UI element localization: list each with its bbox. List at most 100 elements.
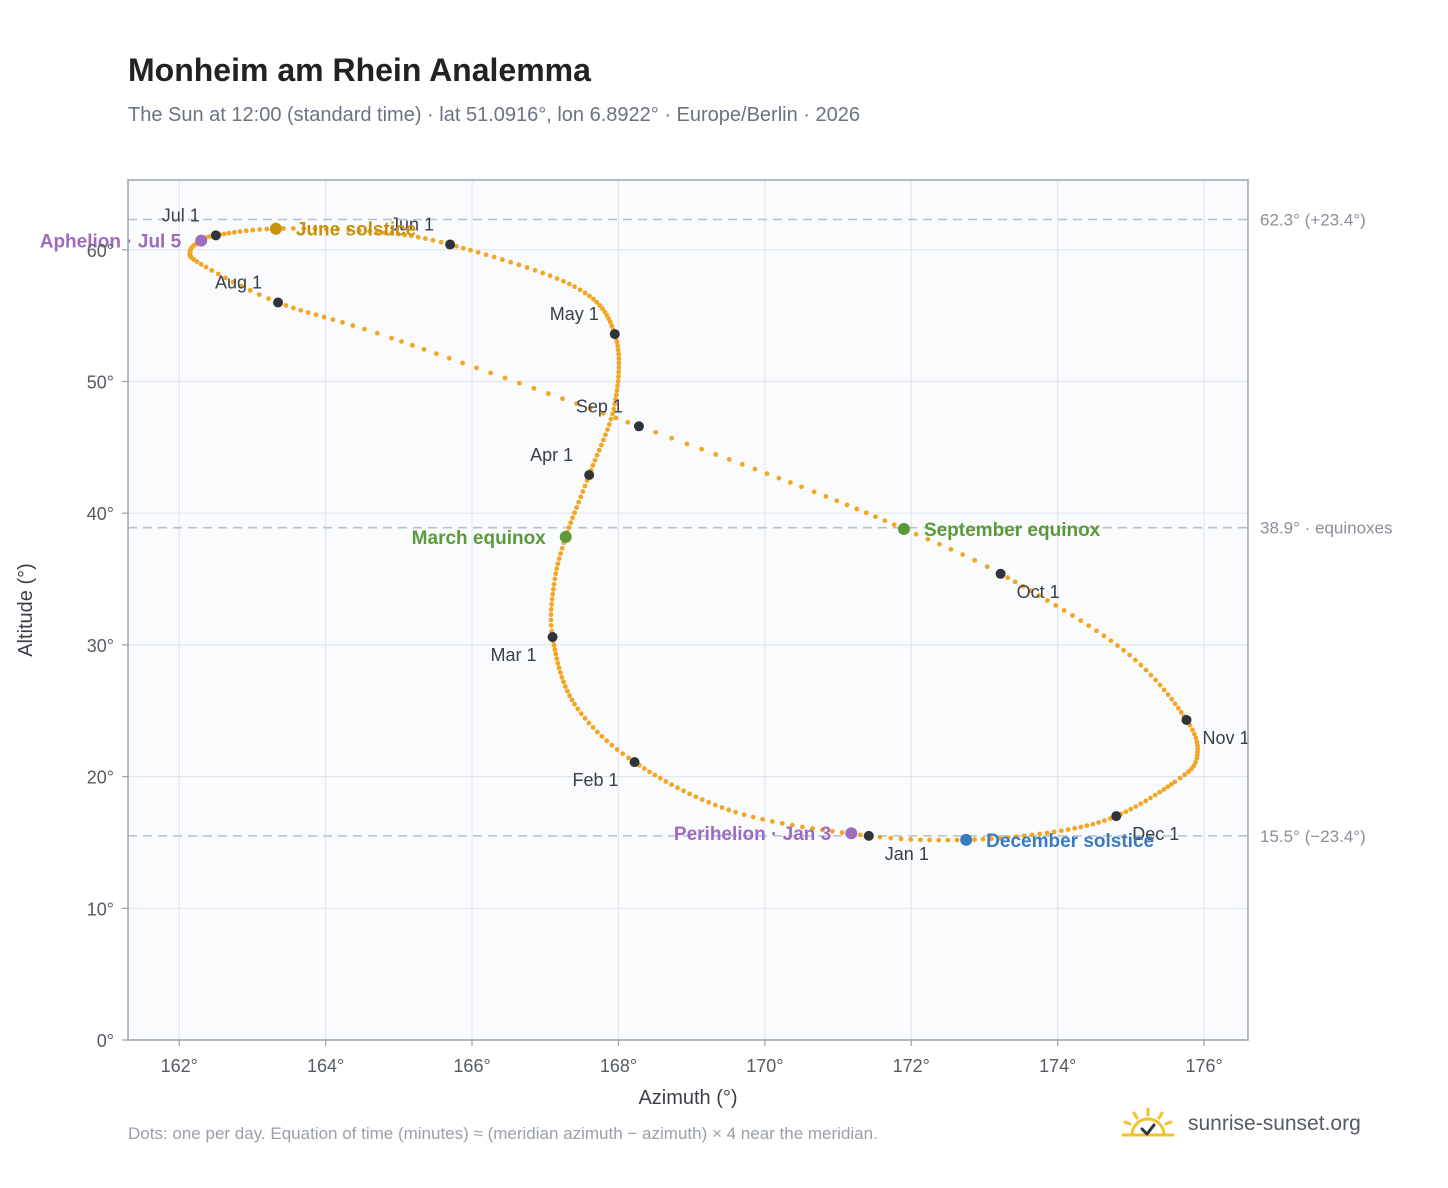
x-tick-label: 174° — [1039, 1056, 1076, 1076]
month-marker — [547, 631, 558, 642]
daily-sun-dot — [1128, 806, 1134, 812]
daily-sun-dot — [960, 552, 966, 557]
event-label: Aphelion · Jul 5 — [40, 232, 182, 253]
daily-sun-dot — [1194, 755, 1200, 761]
daily-sun-dot — [839, 830, 845, 835]
y-tick-label: 10° — [87, 899, 114, 919]
daily-sun-dot — [194, 259, 200, 265]
daily-sun-dot — [779, 820, 785, 826]
daily-sun-dot — [844, 502, 850, 508]
daily-sun-dot — [614, 388, 620, 393]
x-axis-label: Azimuth (°) — [638, 1087, 737, 1109]
daily-sun-dot — [550, 591, 556, 597]
daily-sun-dot — [558, 670, 563, 675]
daily-sun-dot — [888, 835, 894, 841]
daily-sun-dot — [663, 779, 669, 784]
daily-sun-dot — [594, 299, 600, 305]
daily-sun-dot — [653, 429, 659, 435]
daily-sun-dot — [615, 383, 620, 389]
daily-sun-dot — [562, 684, 568, 689]
daily-sun-dot — [652, 772, 658, 778]
daily-sun-dot — [203, 264, 209, 270]
daily-sun-dot — [554, 656, 560, 662]
daily-sun-dot — [1044, 830, 1050, 836]
daily-sun-dot — [1090, 821, 1096, 827]
daily-sun-dot — [1108, 638, 1114, 644]
x-tick-label: 164° — [307, 1056, 344, 1076]
daily-sun-dot — [488, 370, 494, 376]
daily-sun-dot — [610, 411, 615, 417]
x-tick-label: 176° — [1185, 1056, 1222, 1076]
brand-name: sunrise-sunset.org — [1188, 1112, 1361, 1135]
daily-sun-dot — [350, 323, 356, 328]
month-marker-label: May 1 — [550, 304, 599, 324]
daily-sun-dot — [1186, 769, 1191, 775]
daily-sun-dot — [1020, 583, 1026, 589]
daily-sun-dot — [421, 346, 427, 352]
daily-sun-dot — [446, 355, 452, 361]
daily-sun-dot — [1102, 818, 1107, 823]
daily-sun-dot — [997, 835, 1003, 841]
daily-sun-dot — [1153, 677, 1158, 683]
daily-sun-dot — [298, 307, 304, 313]
daily-sun-dot — [647, 769, 652, 775]
daily-sun-dot — [389, 335, 394, 341]
daily-sun-dot — [693, 794, 699, 800]
daily-sun-dot — [601, 437, 606, 443]
daily-sun-dot — [198, 261, 204, 267]
month-marker-label: Nov 1 — [1203, 728, 1250, 748]
daily-sun-dot — [382, 230, 387, 236]
daily-sun-dot — [590, 462, 596, 468]
daily-sun-dot — [1152, 792, 1158, 798]
event-marker — [195, 234, 208, 247]
daily-sun-dot — [553, 651, 559, 657]
daily-sun-dot — [675, 785, 680, 791]
daily-sun-dot — [811, 489, 817, 495]
daily-sun-dot — [1138, 801, 1144, 807]
daily-sun-dot — [594, 729, 600, 735]
daily-sun-dot — [552, 576, 558, 582]
event-marker — [269, 222, 282, 235]
y-tick-label: 30° — [87, 636, 114, 656]
daily-sun-dot — [641, 766, 647, 771]
month-marker-label: Oct 1 — [1017, 582, 1060, 602]
daily-sun-dot — [545, 391, 551, 396]
x-tick-label: 166° — [453, 1056, 490, 1076]
daily-sun-dot — [305, 310, 311, 315]
daily-sun-dot — [1070, 613, 1075, 618]
daily-sun-dot — [1161, 687, 1167, 693]
daily-sun-dot — [614, 339, 620, 345]
daily-sun-dot — [1138, 662, 1144, 668]
daily-sun-dot — [312, 226, 318, 232]
daily-sun-dot — [209, 267, 215, 273]
daily-sun-dot — [264, 226, 270, 232]
daily-sun-dot — [409, 342, 415, 348]
event-marker — [845, 827, 858, 840]
daily-sun-dot — [1157, 789, 1162, 795]
daily-sun-dot — [609, 742, 615, 748]
y-tick-label: 50° — [87, 373, 114, 393]
daily-sun-dot — [1143, 667, 1149, 673]
brand[interactable]: sunrise-sunset.org — [1120, 1104, 1361, 1144]
daily-sun-dot — [726, 457, 732, 462]
month-marker — [1181, 714, 1192, 725]
month-marker — [1111, 811, 1122, 822]
daily-sun-dot — [764, 471, 770, 477]
daily-sun-dot — [739, 461, 745, 467]
daily-sun-dot — [266, 296, 271, 302]
daily-sun-dot — [340, 319, 345, 325]
daily-sun-dot — [568, 520, 574, 526]
daily-sun-dot — [1084, 823, 1090, 829]
event-markers: June solstice December solstice March equi… — [40, 220, 1154, 852]
daily-sun-dot — [559, 674, 565, 680]
daily-sun-dot — [882, 518, 888, 524]
daily-sun-dot — [1053, 602, 1059, 608]
daily-sun-dot — [712, 802, 718, 808]
daily-sun-dot — [323, 226, 329, 232]
daily-sun-dot — [587, 406, 593, 411]
daily-sun-dot — [552, 647, 558, 653]
daily-sun-dot — [1157, 682, 1163, 688]
y-tick-label: 60° — [87, 241, 114, 261]
daily-sun-dot — [551, 642, 557, 648]
month-markers: Jan 1 Feb 1 Mar 1 Apr 1 May 1 Jun 1 Jul 1 Aug 1… — [162, 205, 1250, 864]
